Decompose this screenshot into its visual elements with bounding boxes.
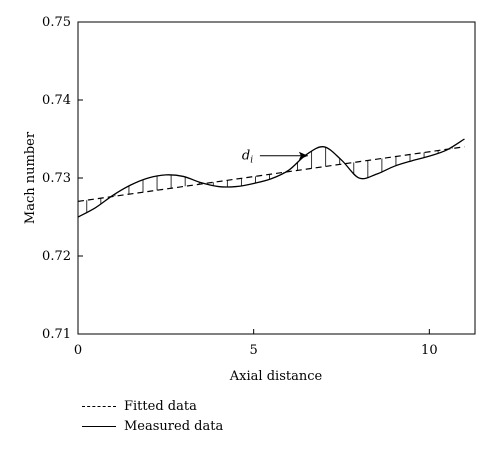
y-tick-label: 0.71 — [42, 327, 71, 342]
tick-layer: 0 5 10 0.71 0.72 0.73 0.74 0.75 — [42, 15, 438, 358]
series-fitted-line — [77, 146, 465, 202]
annotation-label: di — [242, 149, 253, 166]
y-tick-label: 0.72 — [42, 249, 71, 264]
y-axis-title: Mach number — [23, 131, 38, 224]
x-tick-label: 0 — [74, 343, 82, 358]
legend-item-fitted: Fitted data — [82, 396, 223, 416]
x-tick-label: 10 — [421, 343, 438, 358]
legend-label-measured: Measured data — [124, 418, 224, 434]
plot-frame — [77, 21, 476, 335]
legend-swatch-fitted — [82, 405, 116, 407]
annotation-subscript: i — [250, 156, 253, 166]
legend: Fitted data Measured data — [82, 396, 223, 436]
y-tick-label: 0.75 — [42, 15, 71, 30]
series-layer — [77, 138, 465, 218]
deviation-hatching — [86, 146, 453, 214]
legend-item-measured: Measured data — [82, 416, 223, 436]
series-measured-line — [77, 138, 465, 218]
legend-swatch-measured — [82, 425, 116, 427]
y-tick-label: 0.74 — [42, 93, 71, 108]
legend-label-fitted: Fitted data — [124, 398, 197, 414]
annotation-arrowhead — [298, 151, 308, 160]
x-tick-label: 5 — [250, 343, 258, 358]
y-tick-label: 0.73 — [42, 171, 71, 186]
annotation-layer: di — [242, 149, 308, 166]
x-axis-title: Axial distance — [229, 369, 323, 384]
